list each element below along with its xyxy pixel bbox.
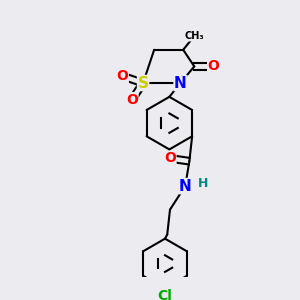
Text: O: O <box>126 93 138 106</box>
Text: S: S <box>138 76 148 91</box>
Text: Cl: Cl <box>158 289 172 300</box>
Text: N: N <box>179 178 192 194</box>
Text: N: N <box>174 76 187 91</box>
Text: O: O <box>208 59 220 74</box>
Text: O: O <box>164 152 176 165</box>
Text: H: H <box>198 177 208 190</box>
Text: O: O <box>116 69 128 83</box>
Text: CH₃: CH₃ <box>184 31 204 41</box>
